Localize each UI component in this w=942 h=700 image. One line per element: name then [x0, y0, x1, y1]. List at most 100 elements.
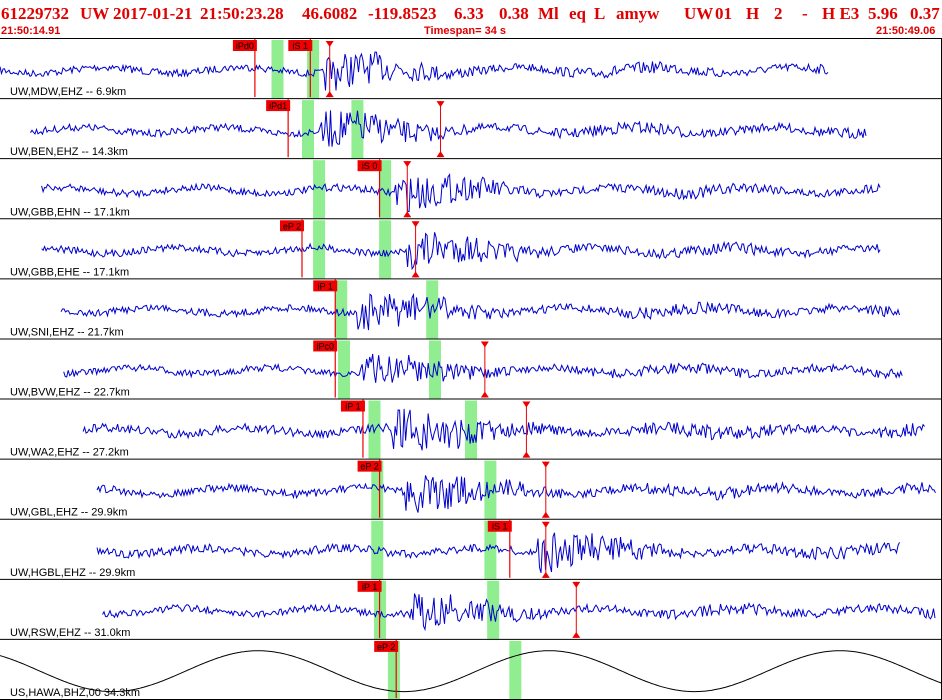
waveform-trace — [41, 173, 881, 213]
phase-pick-label: eP 2 — [377, 642, 395, 652]
event-h-flag: H — [746, 4, 760, 23]
waveform-trace — [60, 292, 900, 331]
phase-pick-label: eP 2 — [360, 462, 378, 472]
timebar-timespan: Timespan= 34 s — [424, 25, 507, 37]
arrival-marker-bottom — [325, 91, 334, 98]
pick-window-a — [313, 160, 326, 219]
arrival-marker-bottom — [541, 571, 550, 578]
pick-window-a — [371, 460, 384, 519]
phase-pick-label: iP 1 — [318, 281, 333, 291]
phase-pick-label: eP 2 — [283, 221, 301, 231]
phase-pick-flag — [266, 100, 291, 112]
phase-pick-label: iS 1 — [492, 522, 508, 532]
pick-window-b — [351, 100, 364, 159]
event-phases: 2 — [774, 4, 783, 23]
event-gtype: L — [594, 4, 606, 23]
event-version: 01 — [715, 4, 732, 23]
phase-pick-flag — [232, 40, 257, 51]
event-network: UW — [80, 4, 110, 23]
event-dash: - — [802, 4, 808, 23]
phase-pick-label: iS 1 — [293, 41, 309, 51]
channel-label: UW,BEN,EHZ -- 14.3km — [10, 146, 128, 158]
timebar-end: 21:50:49.06 — [876, 25, 936, 37]
arrival-marker-bottom — [541, 511, 550, 518]
event-auth: UW — [684, 4, 714, 23]
event-extra-1: 5.96 — [868, 4, 898, 23]
event-depth: 6.33 — [454, 4, 484, 23]
arrival-marker-top — [541, 521, 550, 528]
arrival-marker-top — [436, 101, 445, 108]
phase-pick-label: iPd1 — [269, 101, 287, 111]
pick-window-b — [484, 520, 497, 579]
event-quality: H E3 — [822, 4, 860, 23]
phase-pick-flag — [357, 580, 382, 592]
arrival-marker-top — [411, 221, 420, 228]
arrival-marker-bottom — [436, 151, 445, 158]
event-summary-header: 61229732 UW 2017-01-21 21:50:23.28 46.60… — [0, 0, 942, 24]
arrival-marker-top — [403, 161, 412, 168]
channel-label: UW,RSW,EHZ -- 31.0km — [10, 627, 130, 639]
arrival-marker-bottom — [411, 271, 420, 278]
arrival-marker-top — [325, 41, 334, 47]
waveform-trace — [82, 408, 925, 451]
arrival-marker-bottom — [522, 451, 531, 458]
phase-pick-flag — [487, 520, 512, 532]
event-mag-type: Ml — [538, 4, 559, 23]
timebar-start: 21:50:14.91 — [1, 25, 61, 37]
channel-label: UW,MDW,EHZ -- 6.9km — [10, 86, 126, 98]
waveform-trace — [96, 532, 900, 574]
event-source: amyw — [616, 4, 660, 23]
arrival-marker-bottom — [572, 631, 581, 638]
pick-window-a — [301, 100, 314, 159]
waveform-trace — [0, 51, 829, 91]
pick-window-a — [313, 220, 326, 279]
pick-window-a — [335, 280, 348, 339]
channel-label: UW,GBB,EHE -- 17.1km — [10, 266, 129, 278]
pick-window-b — [379, 160, 392, 219]
waveform-trace — [63, 353, 903, 383]
arrival-marker-bottom — [403, 211, 412, 218]
event-date: 2017-01-21 — [113, 4, 193, 23]
event-longitude: -119.8523 — [368, 4, 437, 23]
phase-pick-flag — [288, 40, 313, 51]
phase-pick-flag — [357, 160, 382, 172]
channel-label: UW,BVW,EHZ -- 22.7km — [10, 387, 130, 399]
arrival-marker-bottom — [480, 391, 489, 398]
waveform-trace — [0, 650, 942, 693]
pick-window-b — [465, 400, 477, 459]
channel-label: UW,GBL,EHZ -- 29.9km — [10, 507, 127, 519]
event-time: 21:50:23.28 — [200, 4, 284, 23]
pick-window-b — [509, 640, 522, 699]
waveform-trace — [41, 232, 881, 271]
event-extra-2: 0.37 — [910, 4, 940, 23]
arrival-marker-top — [541, 461, 550, 468]
phase-pick-flag — [357, 460, 382, 472]
phase-pick-label: iPd0 — [236, 41, 254, 51]
arrival-marker-top — [522, 401, 531, 408]
pick-window-a — [338, 340, 351, 399]
pick-window-a — [368, 400, 381, 459]
arrival-marker-top — [572, 581, 581, 588]
pick-window-a — [371, 520, 384, 579]
event-magnitude: 0.38 — [499, 4, 529, 23]
event-latitude: 46.6082 — [302, 4, 358, 23]
pick-window-b — [426, 280, 439, 339]
phase-pick-label: iS 0 — [362, 161, 378, 171]
phase-pick-label: iP 1 — [345, 402, 360, 412]
phase-pick-flag — [313, 340, 338, 352]
pick-window-a — [271, 40, 284, 99]
channel-label: US,HAWA,BHZ,00 34.3km — [10, 687, 140, 699]
phase-pick-flag — [313, 280, 338, 292]
phase-pick-label: iPc0 — [316, 341, 334, 351]
phase-pick-flag — [374, 640, 399, 652]
event-id: 61229732 — [1, 4, 69, 23]
arrival-marker-top — [480, 341, 489, 348]
pick-window-b — [379, 220, 392, 279]
phase-pick-label: iP 1 — [362, 582, 377, 592]
phase-pick-flag — [340, 400, 365, 412]
channel-label: UW,SNI,EHZ -- 21.7km — [10, 326, 124, 338]
pick-window-a — [387, 640, 400, 699]
waveform-trace — [96, 475, 936, 513]
phase-pick-flag — [279, 220, 304, 232]
